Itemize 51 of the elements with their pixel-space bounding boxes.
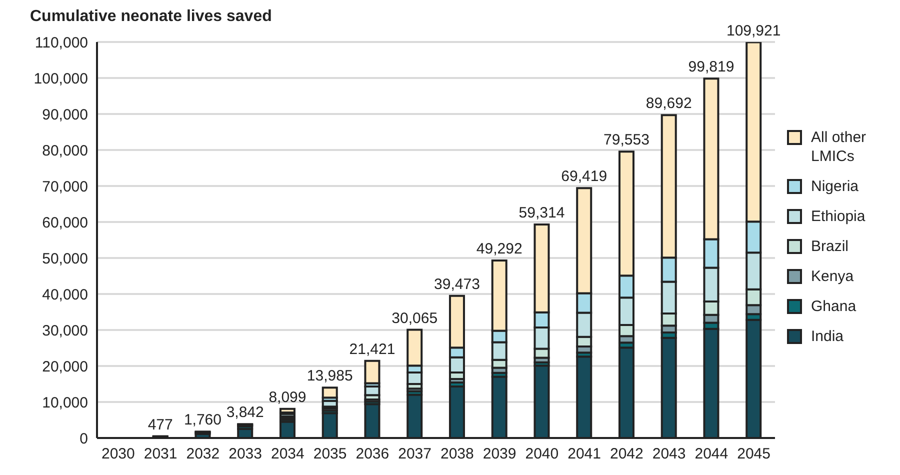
y-tick-label: 60,000	[42, 214, 88, 232]
total-label: 21,421	[349, 340, 396, 358]
chart-title: Cumulative neonate lives saved	[30, 8, 272, 26]
total-label: 13,985	[306, 368, 353, 385]
x-tick-label: 2038	[440, 446, 474, 463]
x-tick-label: 2034	[271, 446, 304, 463]
total-label: 109,921	[726, 22, 781, 40]
x-tick-label: 2042	[610, 446, 644, 463]
total-label: 3,842	[226, 404, 264, 422]
legend-label: Kenya	[811, 267, 854, 286]
x-tick-label: 2036	[356, 446, 390, 463]
y-tick-label: 20,000	[42, 358, 88, 376]
x-tick-label: 2040	[525, 446, 559, 463]
y-tick-label: 80,000	[42, 142, 88, 160]
x-tick-label: 2041	[568, 446, 601, 463]
x-tick-label: 2033	[228, 446, 262, 463]
x-tick-label: 2037	[398, 446, 432, 463]
legend-label: Brazil	[811, 237, 849, 256]
total-label: 69,419	[561, 168, 608, 186]
legend-label: All other LMICs	[811, 128, 868, 166]
y-tick-label: 50,000	[42, 250, 88, 268]
total-label: 477	[148, 416, 173, 434]
total-label: 99,819	[688, 58, 734, 76]
total-label: 1,760	[184, 412, 222, 429]
total-label: 8,099	[268, 388, 306, 406]
total-label: 89,692	[646, 95, 692, 112]
y-tick-label: 40,000	[42, 286, 88, 304]
legend-label: Nigeria	[811, 177, 859, 196]
total-label: 79,553	[604, 132, 650, 149]
total-label: 59,314	[518, 204, 565, 222]
y-tick-label: 0	[80, 430, 88, 448]
legend-label: Ethiopia	[811, 207, 866, 226]
y-tick-label: 100,000	[34, 70, 88, 88]
y-tick-label: 110,000	[34, 34, 88, 52]
x-tick-label: 2035	[313, 446, 347, 463]
total-label: 30,065	[392, 310, 438, 327]
x-tick-label: 2043	[652, 446, 686, 463]
x-tick-label: 2045	[737, 446, 770, 463]
legend-label: India	[811, 327, 844, 346]
total-label: 39,473	[434, 276, 480, 293]
legend-label: Ghana	[811, 297, 856, 316]
y-tick-label: 90,000	[42, 106, 88, 124]
x-tick-label: 2032	[186, 446, 220, 463]
y-tick-label: 10,000	[42, 394, 88, 412]
y-tick-label: 30,000	[42, 322, 88, 340]
x-tick-label: 2044	[694, 446, 728, 463]
total-label: 49,292	[476, 240, 522, 258]
y-tick-label: 70,000	[42, 178, 88, 196]
x-tick-label: 2030	[102, 446, 135, 463]
x-tick-label: 2039	[482, 446, 516, 463]
x-tick-label: 2031	[144, 446, 178, 463]
